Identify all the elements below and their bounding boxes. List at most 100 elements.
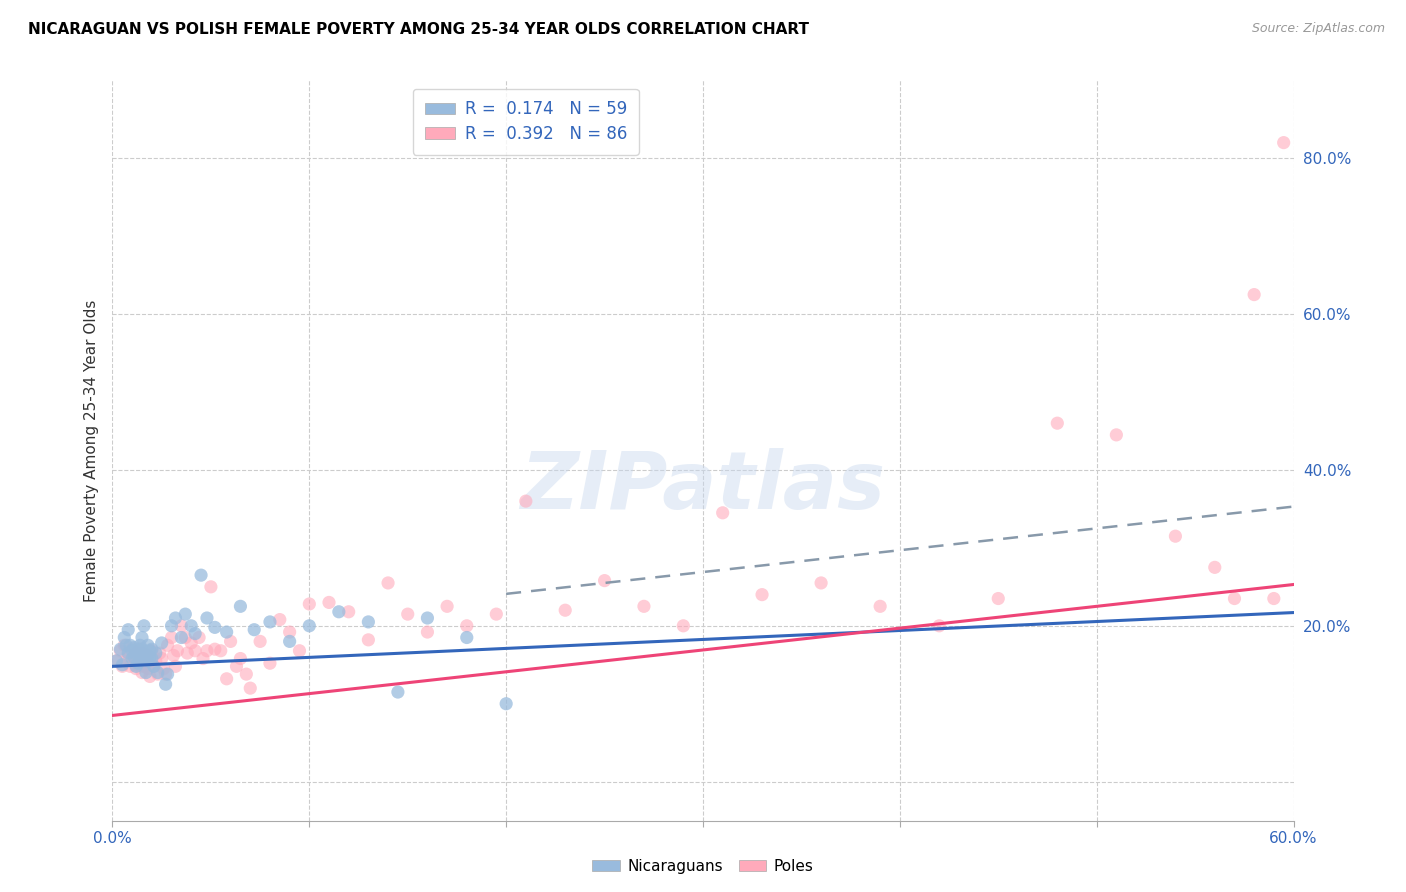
Point — [141, 644, 163, 658]
Point — [170, 619, 193, 633]
Point — [337, 605, 360, 619]
Y-axis label: Female Poverty Among 25-34 Year Olds: Female Poverty Among 25-34 Year Olds — [83, 300, 98, 601]
Point — [215, 625, 238, 640]
Point — [121, 651, 143, 665]
Point — [120, 638, 142, 652]
Point — [142, 659, 165, 673]
Point — [117, 648, 139, 663]
Point — [174, 607, 197, 621]
Point — [485, 607, 508, 621]
Point — [200, 580, 222, 594]
Point — [122, 640, 145, 655]
Point — [1272, 136, 1295, 150]
Point — [135, 665, 157, 680]
Point — [121, 644, 143, 658]
Point — [229, 651, 252, 665]
Point — [174, 631, 197, 645]
Point — [243, 623, 266, 637]
Point — [141, 651, 163, 665]
Point — [125, 659, 148, 673]
Point — [162, 648, 184, 663]
Point — [112, 638, 135, 652]
Point — [146, 667, 169, 681]
Point — [105, 654, 128, 668]
Point — [156, 638, 179, 652]
Point — [1164, 529, 1187, 543]
Point — [149, 646, 172, 660]
Text: ZIPatlas: ZIPatlas — [520, 449, 886, 526]
Point — [987, 591, 1010, 606]
Point — [145, 654, 167, 668]
Point — [235, 667, 257, 681]
Point — [125, 646, 148, 660]
Point — [751, 588, 773, 602]
Point — [204, 642, 226, 657]
Point — [239, 681, 262, 695]
Point — [131, 665, 153, 680]
Point — [155, 667, 177, 681]
Point — [184, 644, 207, 658]
Point — [180, 619, 202, 633]
Point — [190, 568, 212, 582]
Point — [150, 651, 173, 665]
Text: Source: ZipAtlas.com: Source: ZipAtlas.com — [1251, 22, 1385, 36]
Point — [357, 632, 380, 647]
Point — [515, 494, 537, 508]
Point — [215, 672, 238, 686]
Point — [357, 615, 380, 629]
Point — [139, 644, 162, 658]
Point — [142, 659, 165, 673]
Point — [593, 574, 616, 588]
Point — [278, 634, 301, 648]
Point — [184, 626, 207, 640]
Point — [135, 654, 157, 668]
Point — [377, 576, 399, 591]
Point — [125, 662, 148, 676]
Point — [129, 654, 152, 668]
Point — [928, 619, 950, 633]
Point — [156, 667, 179, 681]
Point — [117, 646, 139, 660]
Point — [259, 615, 281, 629]
Point — [125, 646, 148, 660]
Point — [869, 599, 891, 614]
Point — [160, 631, 183, 645]
Point — [131, 642, 153, 657]
Point — [132, 659, 155, 673]
Point — [122, 650, 145, 665]
Point — [209, 644, 232, 658]
Point — [810, 576, 832, 591]
Point — [1243, 287, 1265, 301]
Point — [387, 685, 409, 699]
Point — [416, 625, 439, 640]
Point — [554, 603, 576, 617]
Point — [191, 651, 214, 665]
Point — [129, 638, 152, 652]
Point — [129, 651, 152, 665]
Point — [152, 662, 174, 676]
Point — [127, 657, 149, 672]
Point — [132, 619, 155, 633]
Point — [145, 646, 167, 660]
Point — [165, 659, 187, 673]
Point — [219, 634, 242, 648]
Legend: Nicaraguans, Poles: Nicaraguans, Poles — [586, 853, 820, 880]
Point — [298, 619, 321, 633]
Point — [132, 651, 155, 665]
Point — [122, 651, 145, 665]
Point — [288, 644, 311, 658]
Point — [117, 623, 139, 637]
Point — [110, 642, 132, 657]
Point — [495, 697, 517, 711]
Point — [136, 654, 159, 668]
Point — [129, 642, 152, 657]
Point — [298, 597, 321, 611]
Point — [115, 654, 138, 668]
Point — [633, 599, 655, 614]
Point — [136, 638, 159, 652]
Point — [225, 659, 247, 673]
Point — [127, 642, 149, 657]
Point — [259, 657, 281, 671]
Point — [115, 638, 138, 652]
Point — [131, 646, 153, 660]
